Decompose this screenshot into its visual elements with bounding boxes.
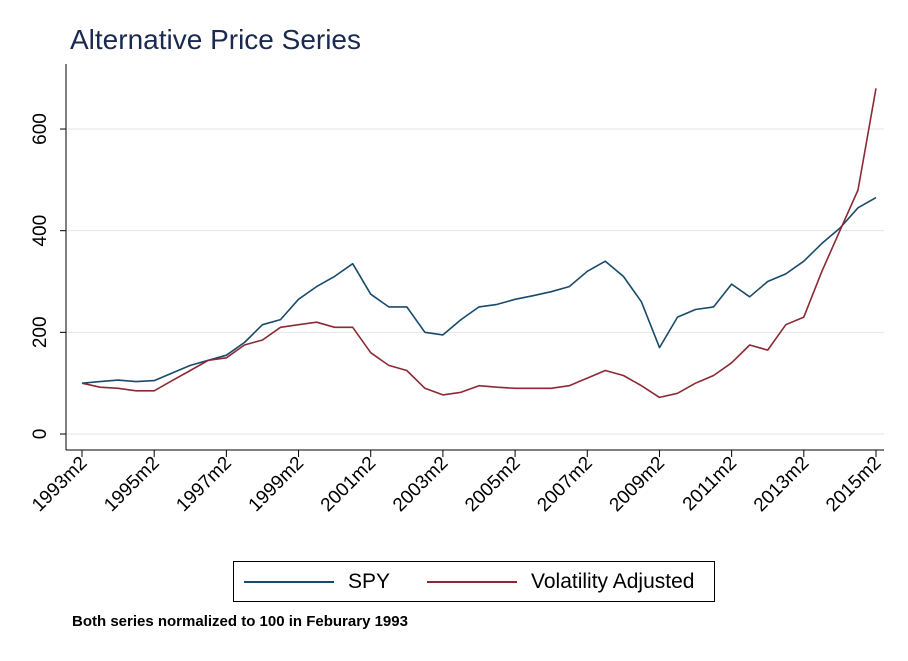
y-tick-label: 0 [30,429,51,440]
legend-item-volatility-adjusted: Volatility Adjusted [427,562,694,601]
x-tick-label: 2011m2 [679,453,741,515]
y-tick-label: 400 [30,215,51,247]
legend: SPY Volatility Adjusted [233,561,715,602]
x-tick-label: 2015m2 [822,453,885,516]
legend-label-volatility-adjusted: Volatility Adjusted [531,569,695,593]
legend-swatch-volatility-adjusted [427,580,517,583]
x-tick-label: 1995m2 [100,453,163,516]
x-tick-label: 2003m2 [389,453,452,516]
chart-note: Both series normalized to 100 in Feburar… [72,613,408,630]
legend-label-spy: SPY [348,569,391,593]
x-tick-label: 1993m2 [28,453,91,516]
y-tick-label: 600 [30,113,51,145]
y-ticks: 0 200 400 600 [30,113,66,439]
x-tick-label: 1997m2 [172,453,235,516]
legend-item-spy: SPY [244,562,390,601]
y-tick-label: 200 [30,316,51,348]
x-tick-label: 2005m2 [461,453,524,516]
x-tick-label: 2009m2 [606,453,669,516]
x-tick-label: 2001m2 [317,453,380,516]
x-tick-label: 2007m2 [533,453,596,516]
grid-lines [67,128,884,435]
series-lines [81,88,877,399]
x-tick-label: 2013m2 [750,453,813,516]
legend-swatch-spy [244,580,334,583]
x-ticks: 1993m2 1995m2 1997m2 1999m2 2001m2 2003m2 2005… [28,450,886,516]
series-line-spy [81,196,877,384]
x-tick-label: 1999m2 [245,453,308,516]
series-line-volatility-adjusted [81,88,877,399]
chart-title: Alternative Price Series [70,24,362,55]
